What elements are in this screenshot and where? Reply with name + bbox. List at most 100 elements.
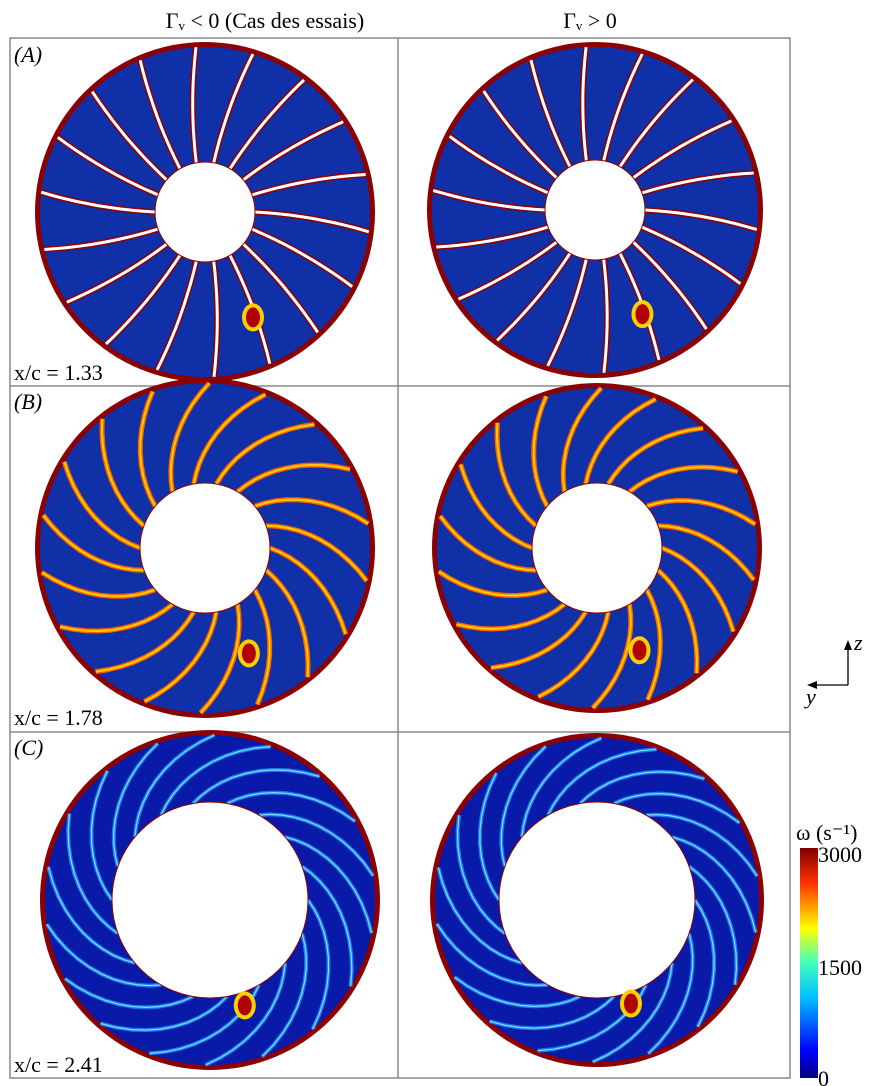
wake <box>658 524 755 581</box>
wake <box>436 923 549 987</box>
wake <box>661 547 735 632</box>
colorbar <box>800 848 818 1078</box>
wake <box>265 569 310 678</box>
wake <box>547 748 657 816</box>
wake <box>456 603 566 630</box>
axis-label: y <box>804 684 816 709</box>
wake <box>160 746 271 816</box>
blade <box>644 208 758 231</box>
wake <box>592 604 632 709</box>
blade <box>436 225 549 249</box>
wake <box>254 498 369 525</box>
wake <box>459 464 533 549</box>
blade <box>66 242 168 304</box>
wake <box>144 611 218 703</box>
blade <box>44 227 159 251</box>
hub <box>139 482 271 614</box>
blade <box>90 90 168 181</box>
wake <box>521 737 602 838</box>
wake <box>134 734 215 838</box>
blade <box>104 254 182 346</box>
wake <box>269 547 347 635</box>
panel-label: (B) <box>14 389 42 414</box>
wake <box>42 514 144 572</box>
wake <box>562 387 602 492</box>
wake <box>307 899 330 1030</box>
blade <box>212 53 255 164</box>
wake <box>671 836 757 933</box>
tip-vortex <box>246 307 260 328</box>
panel-label: (C) <box>14 735 43 760</box>
wake <box>628 466 738 493</box>
blade <box>632 119 733 180</box>
wake <box>647 933 694 1055</box>
wake <box>646 499 756 526</box>
wake <box>456 815 506 934</box>
wake <box>41 571 156 598</box>
wake <box>439 515 536 572</box>
wake <box>226 791 356 822</box>
blade <box>228 78 306 170</box>
wake <box>592 962 673 1063</box>
wake <box>253 589 271 705</box>
wake <box>301 866 353 987</box>
wake <box>215 423 315 485</box>
hub <box>111 801 309 999</box>
colorbar-tick: 0 <box>818 1066 829 1086</box>
wake <box>64 978 194 1009</box>
wake <box>90 770 113 901</box>
blade <box>251 173 366 197</box>
wake <box>657 569 699 674</box>
wake <box>284 836 373 934</box>
wake <box>192 769 320 804</box>
wake <box>236 463 351 493</box>
column-header: Γᵥ < 0 (Cas des essais) <box>166 8 364 33</box>
blade <box>618 78 694 168</box>
wake <box>495 422 537 527</box>
wake <box>205 962 286 1066</box>
wake <box>438 570 548 597</box>
wake <box>100 996 228 1031</box>
blade <box>254 210 370 234</box>
blade <box>212 261 219 377</box>
blade <box>251 227 354 288</box>
wake <box>47 866 136 964</box>
wake <box>169 382 211 492</box>
wake <box>113 743 159 867</box>
wake <box>694 899 715 1028</box>
wake <box>584 398 657 485</box>
tip-vortex <box>241 643 256 664</box>
blade <box>496 252 572 342</box>
tip-vortex <box>237 995 252 1016</box>
wake <box>258 813 374 877</box>
colorbar-tick: 3000 <box>818 842 862 867</box>
wake <box>537 611 610 698</box>
hub <box>498 801 696 999</box>
wake <box>645 589 662 701</box>
blade <box>242 243 320 334</box>
wake <box>454 976 581 1008</box>
blade <box>448 135 549 195</box>
wake <box>579 771 705 804</box>
hub <box>531 482 663 614</box>
wake <box>59 603 174 633</box>
tip-vortex <box>635 304 650 325</box>
blade <box>632 241 708 330</box>
blade <box>432 189 546 212</box>
wake <box>437 867 523 964</box>
blade <box>602 259 609 373</box>
wake <box>192 393 266 485</box>
colorbar-label: ω (s⁻¹) <box>796 820 857 845</box>
station-label: x/c = 2.41 <box>14 1052 103 1077</box>
blade <box>191 47 198 163</box>
axis-label: z <box>853 630 863 655</box>
panel-frames <box>9 37 791 1079</box>
wake <box>490 611 587 669</box>
blade <box>529 59 572 168</box>
station-label: x/c = 1.33 <box>14 360 103 385</box>
hub <box>154 161 256 263</box>
blade <box>482 90 558 179</box>
wake <box>613 792 740 824</box>
blade <box>546 258 588 367</box>
contour-plots <box>35 42 764 1070</box>
